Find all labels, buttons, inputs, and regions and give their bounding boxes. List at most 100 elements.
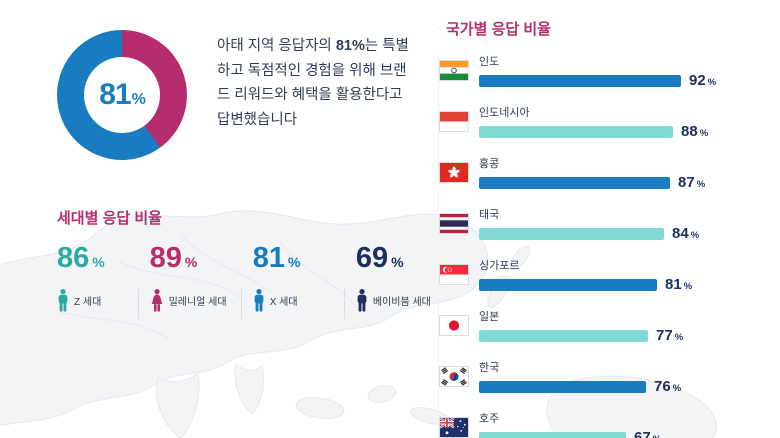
person-icon [57,289,69,312]
person-icon-female [150,289,164,312]
generations-section: 세대별 응답 비율 86% Z 세대 89% 밀레니얼 세대 [57,207,447,319]
generation-label-box: X 세대 [253,286,344,316]
country-percent-sign: % [707,77,717,88]
country-name: 호주 [479,413,500,425]
generation-label: X 세대 [269,297,298,309]
country-name: 태국 [479,209,500,221]
country-bar [479,176,670,189]
summary-highlight: 81% [335,38,365,54]
country-bar-chart: 인도 92% 인도네시아 88% [438,53,774,438]
country-row: 한국 76% [439,359,774,394]
generation-item: 86% Z 세대 [57,242,138,316]
generation-label: 밀레니얼 세대 [168,297,227,309]
country-percent-sign: % [690,230,700,241]
country-percent-number: 81 [665,276,682,293]
country-row: 홍콩 87% [439,155,774,190]
countries-title: 국가별 응답 비율 [446,21,551,38]
country-percent-number: 92 [689,72,706,89]
country-percent-number: 87 [678,174,695,191]
country-percent-number: 67 [634,429,651,438]
person-icon [356,289,368,312]
country-bar [479,278,657,291]
country-percent-sign: % [699,128,709,139]
generation-label-box: 밀레니얼 세대 [150,286,241,316]
generation-value: 86% [57,242,138,275]
thailand-flag-icon [439,213,469,234]
country-percent: 92% [689,73,716,88]
generation-item: 81% X 세대 [240,242,344,319]
donut-section: 81% 아태 지역 응답자의 81%는 특별하고 독점적인 경험을 위해 브랜드… [57,30,417,160]
country-percent: 87% [678,175,705,190]
generation-number: 86 [57,242,90,274]
generation-percent-sign: % [184,254,198,270]
country-row: 일본 77% [439,308,774,343]
generations-row: 86% Z 세대 89% 밀레니얼 세대 81% [57,242,447,319]
summary-post: 는 특별하고 독점적인 경험을 위해 브랜드 리워드와 혜택을 활용한다고 답변… [217,38,409,128]
country-percent-number: 88 [681,123,698,140]
country-name: 싱가포르 [479,260,520,272]
generation-item: 89% 밀레니얼 세대 [137,242,241,319]
country-percent-number: 76 [654,378,671,395]
generation-number: 89 [149,242,182,274]
hong-kong-flag-icon [439,162,469,183]
generation-label: 베이비붐 세대 [372,297,431,309]
country-row: 싱가포르 81% [439,257,774,292]
generation-label: Z 세대 [74,297,102,309]
country-bar [479,329,648,342]
country-name: 한국 [479,362,500,374]
country-percent-sign: % [674,332,684,343]
generation-label-box: 베이비붐 세대 [356,286,447,316]
country-percent-sign: % [683,281,693,292]
country-name: 인도네시아 [479,107,530,119]
generation-number: 69 [355,242,389,274]
japan-flag-icon [439,315,469,336]
country-bar [479,125,673,138]
country-row: 인도 92% [439,53,774,88]
country-bar [479,380,646,393]
generations-title: 세대별 응답 비율 [57,210,162,227]
generation-percent-sign: % [92,254,105,270]
india-flag-icon [439,60,469,81]
country-percent: 81% [665,277,692,292]
summary-text: 아태 지역 응답자의 81%는 특별하고 독점적인 경험을 위해 브랜드 리워드… [217,34,417,160]
country-percent: 76% [654,379,681,394]
country-bar [479,431,626,438]
summary-pre: 아태 지역 응답자의 [217,38,336,54]
country-percent-sign: % [653,434,661,438]
generation-number: 81 [252,242,285,274]
country-row: 호주 67% [439,410,774,438]
country-bar [479,227,664,240]
country-percent: 84% [672,226,699,241]
generation-item: 69% 베이비붐 세대 [343,242,447,319]
country-name: 홍콩 [479,158,500,170]
country-percent-number: 77 [656,327,673,344]
country-name: 일본 [479,311,500,323]
generation-value: 69% [355,242,447,275]
country-percent-sign: % [672,383,682,394]
country-percent: 67% [634,430,661,438]
country-percent: 88% [681,124,708,139]
donut-percent-sign: % [131,91,146,108]
country-percent: 77% [656,328,683,343]
donut-chart: 81% [57,30,187,160]
generation-percent-sign: % [287,254,301,270]
country-row: 인도네시아 88% [439,104,774,139]
generation-percent-sign: % [391,254,404,270]
country-bar [479,74,681,87]
countries-section: 국가별 응답 비율 인도 92% 인도네 [438,18,774,438]
australia-flag-icon [439,417,469,438]
country-percent-number: 84 [672,225,689,242]
generation-value: 81% [252,242,344,275]
country-row: 태국 84% [439,206,774,241]
country-name: 인도 [479,56,500,68]
generation-value: 89% [149,242,241,275]
donut-center: 81% [84,57,160,133]
south-korea-flag-icon [439,366,469,387]
singapore-flag-icon [439,264,469,285]
country-percent-sign: % [696,179,706,190]
generation-label-box: Z 세대 [57,286,138,316]
person-icon [253,289,265,312]
donut-value: 81% [99,78,146,112]
indonesia-flag-icon [439,111,469,132]
